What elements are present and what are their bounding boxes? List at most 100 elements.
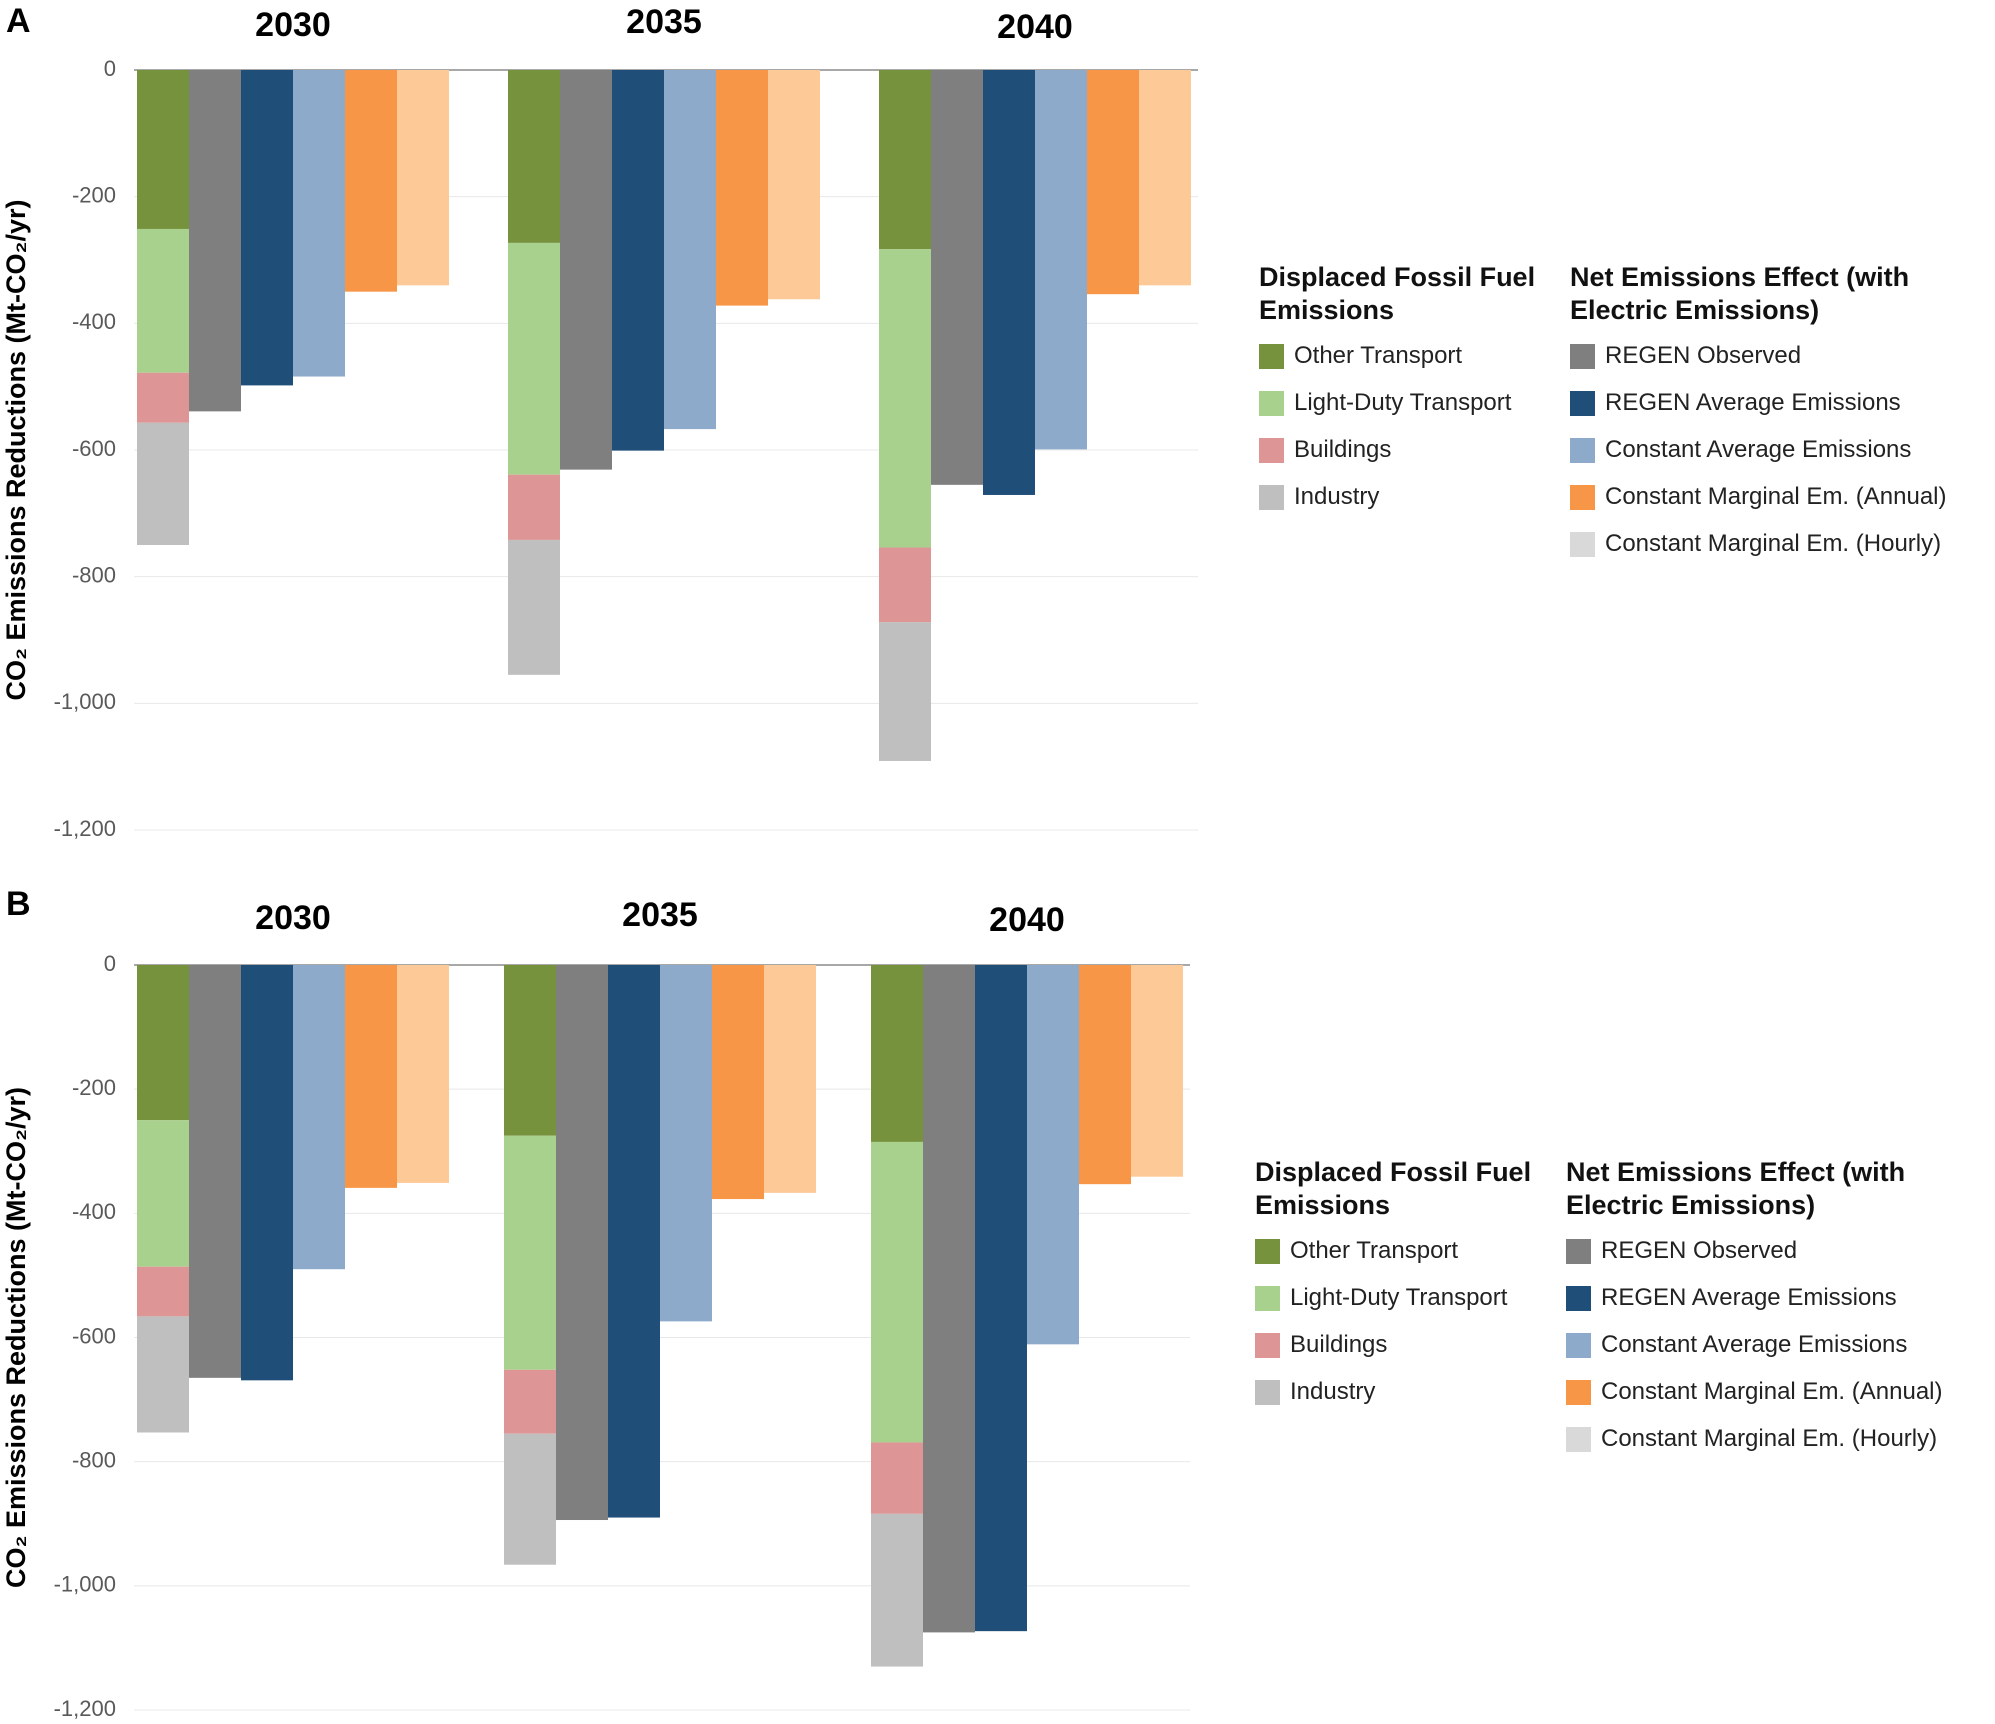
legend-item: Constant Marginal Em. (Hourly) — [1566, 1423, 1937, 1455]
stack-segment — [879, 547, 931, 623]
legend-item: Buildings — [1255, 1329, 1387, 1361]
stack-segment — [504, 965, 556, 1136]
bar — [1139, 70, 1191, 286]
stack-segment — [137, 965, 189, 1121]
bar — [345, 70, 397, 292]
stack-segment — [508, 474, 560, 540]
bar — [712, 965, 764, 1200]
bar — [1079, 965, 1131, 1185]
legend-title: Net Emissions Effect (with Electric Emis… — [1566, 1157, 1906, 1220]
legend-item: REGEN Average Emissions — [1570, 387, 1901, 419]
legend-item: REGEN Observed — [1566, 1235, 1797, 1267]
stack-segment — [504, 1135, 556, 1370]
legend-title: Displaced Fossil Fuel Emissions — [1259, 262, 1536, 325]
legend-item: REGEN Average Emissions — [1566, 1282, 1897, 1314]
legend-swatch — [1566, 1426, 1591, 1452]
stack-segment — [871, 965, 923, 1142]
stack-segment — [137, 422, 189, 545]
bar — [983, 70, 1035, 495]
stack-segment — [871, 1442, 923, 1514]
legend-swatch — [1255, 1285, 1280, 1311]
y-tick-label: -400 — [72, 309, 116, 334]
legend-swatch — [1570, 390, 1595, 416]
stack-segment — [137, 1266, 189, 1317]
y-tick-label: -200 — [72, 1075, 116, 1100]
group-title: 2035 — [626, 3, 702, 41]
stack-segment — [504, 1433, 556, 1565]
group-title: 2030 — [255, 6, 331, 44]
bar — [1087, 70, 1139, 295]
bar — [612, 70, 664, 451]
legend-item: Light-Duty Transport — [1255, 1282, 1507, 1314]
bar — [931, 70, 983, 485]
y-tick-label: 0 — [104, 951, 116, 976]
legend-item: Constant Marginal Em. (Annual) — [1566, 1376, 1942, 1408]
bar — [189, 70, 241, 412]
legend-item: Constant Average Emissions — [1570, 434, 1911, 466]
legend-swatch — [1259, 390, 1284, 416]
legend-label: Industry — [1290, 1378, 1376, 1405]
legend-swatch — [1570, 484, 1595, 510]
y-tick-label: -1,000 — [54, 1572, 116, 1597]
stack-segment — [137, 372, 189, 423]
panel-label: A — [6, 2, 31, 40]
y-tick-label: -600 — [72, 436, 116, 461]
stack-segment — [879, 622, 931, 761]
group-title: 2040 — [997, 8, 1073, 46]
y-axis-label: CO₂ Emissions Reductions (Mt-CO₂/yr) — [1, 199, 31, 700]
legend-swatch — [1566, 1285, 1591, 1311]
group-title: 2035 — [622, 896, 698, 934]
stack-segment — [879, 249, 931, 548]
bar — [1027, 965, 1079, 1345]
legend-title: Net Emissions Effect (with Electric Emis… — [1570, 262, 1910, 325]
y-tick-label: -600 — [72, 1323, 116, 1348]
legend-label: Constant Marginal Em. (Annual) — [1601, 1378, 1943, 1405]
legend-label: Industry — [1294, 483, 1380, 510]
legend-item: Industry — [1259, 481, 1379, 513]
bar — [556, 965, 608, 1521]
legend-label: Other Transport — [1290, 1237, 1459, 1264]
legend-item: Other Transport — [1255, 1235, 1458, 1267]
y-tick-label: -400 — [72, 1199, 116, 1224]
bar — [293, 965, 345, 1270]
legend-swatch — [1570, 531, 1595, 557]
stack-segment — [508, 70, 560, 243]
panel-label: B — [6, 885, 31, 923]
bar — [345, 965, 397, 1188]
y-tick-label: -800 — [72, 1447, 116, 1472]
legend-item: Constant Marginal Em. (Annual) — [1570, 481, 1946, 513]
bar — [397, 965, 449, 1183]
legend-swatch — [1570, 343, 1595, 369]
y-tick-label: -1,200 — [54, 816, 116, 841]
bar — [975, 965, 1027, 1632]
legend-swatch — [1566, 1332, 1591, 1358]
bar — [293, 70, 345, 377]
stack-segment — [879, 70, 931, 250]
bar — [241, 70, 293, 386]
bar — [1035, 70, 1087, 450]
legend-label: REGEN Observed — [1601, 1237, 1798, 1264]
legend-swatch — [1570, 437, 1595, 463]
legend-label: Constant Marginal Em. (Hourly) — [1605, 530, 1942, 557]
legend-swatch — [1259, 437, 1284, 463]
legend-label: Buildings — [1294, 436, 1392, 463]
bar — [660, 965, 712, 1322]
legend-swatch — [1259, 484, 1284, 510]
legend-label: Constant Marginal Em. (Annual) — [1605, 483, 1947, 510]
bar — [241, 965, 293, 1381]
legend-label: REGEN Average Emissions — [1601, 1284, 1897, 1311]
bar — [768, 70, 820, 300]
legend-item: Constant Average Emissions — [1566, 1329, 1907, 1361]
bar — [716, 70, 768, 306]
bar — [923, 965, 975, 1633]
bar — [664, 70, 716, 430]
y-tick-label: 0 — [104, 56, 116, 81]
bar — [608, 965, 660, 1518]
legend-label: Constant Average Emissions — [1605, 436, 1912, 463]
legend-swatch — [1566, 1238, 1591, 1264]
bar — [397, 70, 449, 286]
stack-segment — [871, 1513, 923, 1667]
y-tick-label: -200 — [72, 182, 116, 207]
